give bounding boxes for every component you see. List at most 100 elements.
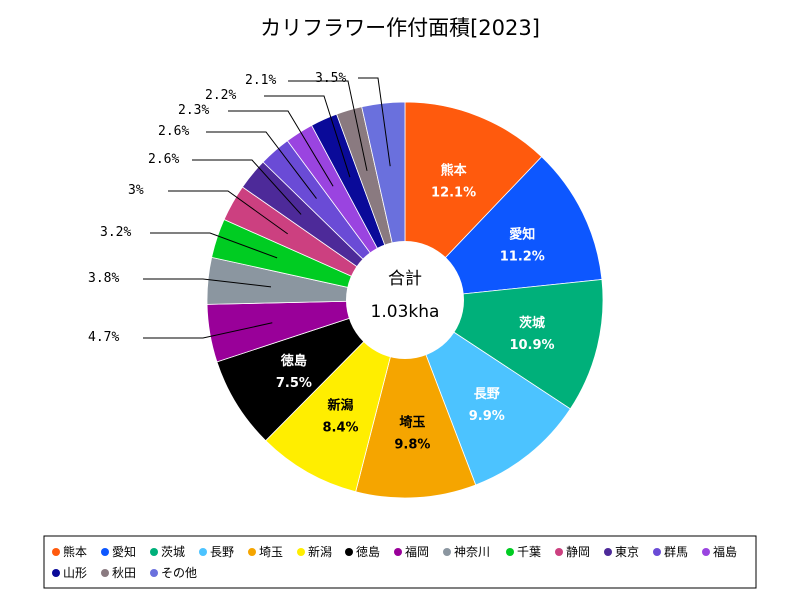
slice-percent-label: 11.2% [500, 249, 545, 264]
legend-label: その他 [161, 566, 197, 580]
legend-item: 埼玉 [248, 545, 283, 559]
slice-percent-label: 3.5% [315, 71, 346, 86]
legend-marker [52, 569, 60, 577]
slice-name-label: 長野 [474, 387, 500, 402]
legend-label: 茨城 [161, 545, 185, 559]
legend-label: 神奈川 [454, 545, 490, 559]
legend-marker [604, 548, 612, 556]
slice-percent-label: 7.5% [276, 376, 312, 391]
slice-percent-label: 9.8% [394, 438, 430, 453]
legend-marker [345, 548, 353, 556]
leader-line [206, 131, 317, 199]
legend-label: 山形 [63, 566, 87, 580]
legend-item: 徳島 [345, 544, 380, 559]
leader-lines [143, 77, 391, 339]
legend-item: 茨城 [150, 545, 185, 559]
slice-percent-label: 3.8% [88, 271, 119, 286]
legend-marker [297, 548, 305, 556]
legend-marker [506, 548, 514, 556]
legend-marker [443, 548, 451, 556]
slice-埼玉 [355, 298, 477, 499]
leader-line [143, 322, 273, 339]
legend-item: 群馬 [653, 545, 688, 559]
slice-name-label: 茨城 [519, 315, 545, 331]
legend-item: 福岡 [394, 544, 429, 559]
legend-item: 東京 [604, 545, 639, 559]
legend-item: 神奈川 [443, 545, 490, 559]
slice-愛知 [403, 156, 603, 301]
legend-item: 静岡 [555, 545, 590, 559]
slice-name-label: 熊本 [441, 163, 467, 179]
legend-label: 愛知 [112, 545, 136, 559]
legend-label: 埼玉 [259, 545, 283, 559]
slice-長野 [404, 298, 571, 486]
leader-line [150, 232, 278, 259]
slice-percent-label: 9.9% [469, 409, 505, 424]
legend-label: 静岡 [566, 545, 590, 559]
slice-name-label: 徳島 [280, 353, 307, 369]
slice-percent-label: 2.6% [148, 152, 179, 167]
leader-line [228, 110, 334, 187]
legend-item: 福島 [702, 544, 737, 559]
leader-line [264, 95, 351, 178]
donut-hole [346, 241, 464, 359]
legend-item: 長野 [199, 545, 234, 559]
slice-percent-label: 4.7% [88, 330, 119, 345]
slice-熊本 [404, 101, 543, 301]
slice-percent-label: 2.6% [158, 124, 189, 139]
slice-percent-label: 3.2% [100, 225, 131, 240]
legend-marker [702, 548, 710, 556]
legend-item: 熊本 [52, 544, 87, 559]
slice-name-label: 新潟 [327, 398, 353, 414]
slice-percent-label: 3% [128, 183, 144, 198]
legend-item: 秋田 [101, 566, 136, 580]
slice-percent-label: 12.1% [431, 186, 476, 201]
leader-line [192, 159, 302, 215]
legend-item: 千葉 [506, 545, 541, 559]
legend-label: 福島 [713, 544, 737, 559]
center-value: 1.03kha [371, 302, 440, 322]
legend-label: 長野 [210, 545, 234, 559]
legend-marker [199, 548, 207, 556]
slice-percent-label: 10.9% [509, 338, 554, 353]
leader-line [143, 278, 272, 288]
legend-label: 熊本 [63, 544, 87, 559]
legend-marker [52, 548, 60, 556]
leader-line [288, 80, 368, 171]
slice-percent-label: 2.3% [178, 103, 209, 118]
slice-labels: 熊本 12.1% 愛知 11.2% 茨城 10.9% 長野 9.9% 埼玉 9.8% 新潟 8.4% 徳… [88, 71, 555, 453]
chart-title: カリフラワー作付面積[2023] [260, 16, 540, 40]
legend-marker [394, 548, 402, 556]
slice-name-label: 愛知 [509, 226, 535, 242]
legend-label: 徳島 [356, 544, 380, 559]
legend-marker [150, 569, 158, 577]
legend-marker [150, 548, 158, 556]
legend-label: 福岡 [405, 544, 429, 559]
legend-item: その他 [150, 566, 197, 580]
legend-label: 東京 [615, 545, 639, 559]
legend-label: 新潟 [308, 544, 332, 559]
slice-percent-label: 8.4% [322, 421, 358, 436]
legend-item: 愛知 [101, 545, 136, 559]
legend-item: 新潟 [297, 544, 332, 559]
leader-line [358, 77, 391, 167]
legend-label: 秋田 [112, 566, 136, 580]
slice-新潟 [265, 298, 406, 493]
legend-marker [555, 548, 563, 556]
slice-name-label: 埼玉 [399, 415, 425, 431]
legend-label: 群馬 [664, 545, 688, 559]
slice-percent-label: 2.2% [205, 88, 236, 103]
legend-label: 千葉 [517, 545, 541, 559]
legend-item: 山形 [52, 566, 87, 580]
legend-marker [248, 548, 256, 556]
legend-box [43, 535, 757, 589]
legend-marker [101, 548, 109, 556]
center-label: 合計 [388, 269, 422, 289]
leader-line [168, 190, 288, 235]
legend-marker [653, 548, 661, 556]
legend-marker [101, 569, 109, 577]
slice-percent-label: 2.1% [245, 73, 276, 88]
